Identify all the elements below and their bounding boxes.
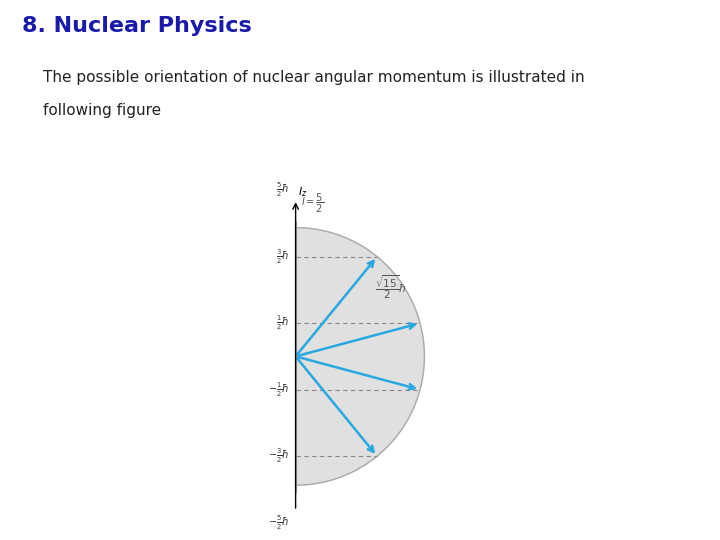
Text: $-\frac{1}{2}\hbar$: $-\frac{1}{2}\hbar$	[268, 381, 289, 399]
Polygon shape	[296, 228, 424, 485]
Text: $-\frac{5}{2}\hbar$: $-\frac{5}{2}\hbar$	[268, 514, 289, 532]
Text: $\frac{1}{2}\hbar$: $\frac{1}{2}\hbar$	[276, 314, 289, 332]
Text: The possible orientation of nuclear angular momentum is illustrated in: The possible orientation of nuclear angu…	[43, 70, 585, 85]
Text: following figure: following figure	[43, 103, 161, 118]
Text: $\dfrac{\sqrt{15}}{2}\hbar$: $\dfrac{\sqrt{15}}{2}\hbar$	[375, 273, 407, 301]
Text: $-\frac{3}{2}\hbar$: $-\frac{3}{2}\hbar$	[268, 447, 289, 465]
Text: $I=\dfrac{5}{2}$: $I=\dfrac{5}{2}$	[301, 192, 324, 215]
Text: $I_z$: $I_z$	[298, 186, 307, 199]
Text: $\frac{5}{2}\hbar$: $\frac{5}{2}\hbar$	[276, 181, 289, 199]
Text: $\frac{3}{2}\hbar$: $\frac{3}{2}\hbar$	[276, 247, 289, 266]
Text: 8. Nuclear Physics: 8. Nuclear Physics	[22, 16, 251, 36]
